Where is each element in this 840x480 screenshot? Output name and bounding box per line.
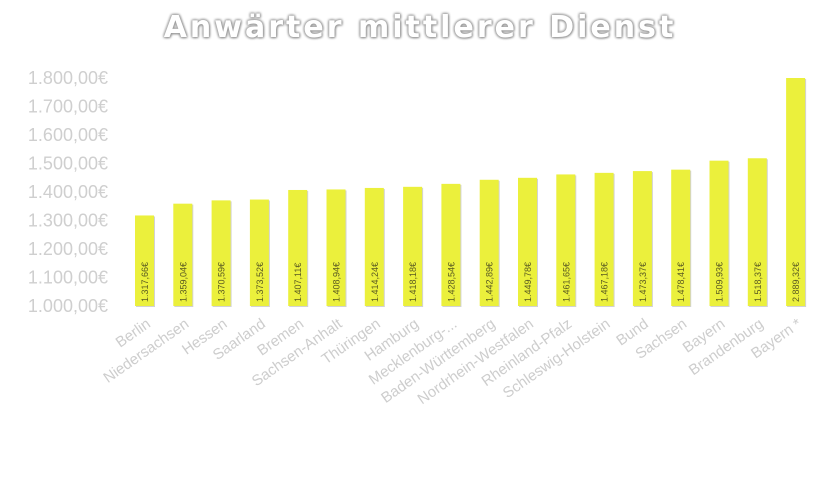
y-tick-label: 1.800,00€ [28,68,108,88]
bar-bund[interactable] [632,171,652,306]
bar-schleswig-holstein[interactable] [594,172,614,306]
data-label: 1.478,41€ [676,262,686,302]
bar-saarland[interactable] [249,199,269,306]
y-tick-label: 1.700,00€ [28,97,108,117]
bar-mecklenburg-[interactable] [441,183,461,306]
data-label: 1.449,78€ [523,262,533,302]
bar-sachsen[interactable] [671,169,691,306]
data-label: 2.889,32€ [791,262,801,302]
data-label: 1.373,52€ [255,262,265,302]
y-tick-label: 1.500,00€ [28,154,108,174]
y-tick-label: 1.000,00€ [28,296,108,316]
bar-bayern-[interactable] [786,78,806,306]
data-label: 1.442,89€ [485,262,495,302]
data-label: 1.407,11€ [293,263,303,302]
data-label: 1.509,93€ [715,262,725,302]
data-label: 1.473,37€ [638,262,648,302]
data-label: 1.428,54€ [446,262,456,302]
y-tick-label: 1.400,00€ [28,182,108,202]
data-label: 1.418,18€ [408,262,418,302]
bar-hamburg[interactable] [403,186,423,306]
data-label: 1.408,94€ [332,262,342,302]
bar-sachsen-anhalt[interactable] [326,189,346,306]
bar-brandenburg[interactable] [747,158,767,306]
y-tick-label: 1.100,00€ [28,268,108,288]
bar-rheinland-pfalz[interactable] [556,174,576,306]
data-label: 1.518,37€ [753,262,763,302]
bar-hessen[interactable] [211,200,231,306]
bar-nordrhein-westfalen[interactable] [518,177,537,306]
bar-baden-w-rttemberg[interactable] [479,179,499,306]
data-label: 1.414,24€ [370,262,380,302]
data-label: 1.317,66€ [140,262,150,302]
y-tick-label: 1.200,00€ [28,239,108,259]
data-label: 1.461,65€ [561,262,571,302]
bar-bayern[interactable] [709,160,729,306]
y-tick-label: 1.600,00€ [28,125,108,145]
bar-berlin[interactable] [135,215,154,306]
bar-bremen[interactable] [288,189,308,306]
y-tick-label: 1.300,00€ [28,211,108,231]
data-label: 1.370,59€ [217,262,227,302]
bar-niedersachsen[interactable] [173,203,193,306]
data-label: 1.359,04€ [178,262,188,302]
bar-th-ringen[interactable] [364,187,384,306]
data-label: 1.467,18€ [600,262,610,302]
chart-title: Anwärter mittlerer Dienst [163,10,677,45]
